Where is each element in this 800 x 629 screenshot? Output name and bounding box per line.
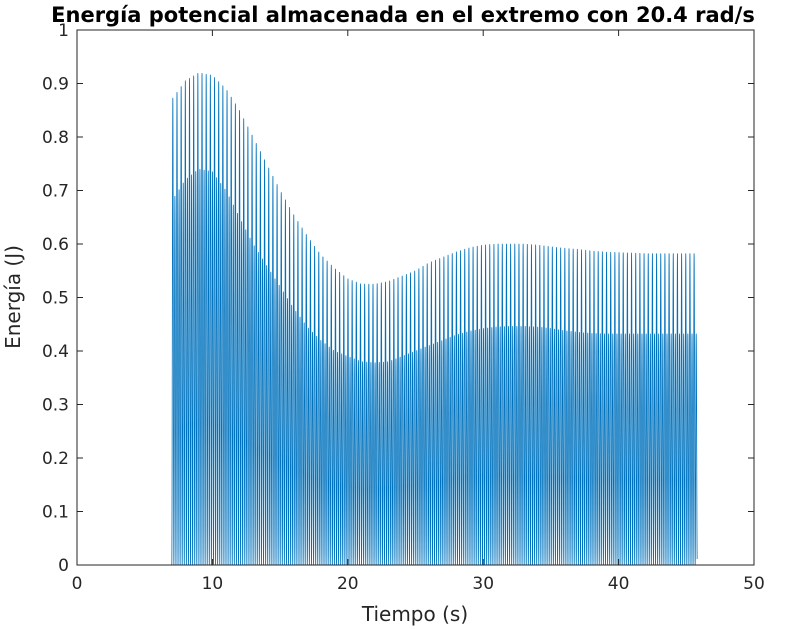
x-axis-label: Tiempo (s) — [361, 602, 468, 626]
x-tick-label: 50 — [743, 574, 765, 594]
y-axis-ticks: 0 0.1 0.2 0.3 0.4 0.5 0.6 0.7 0.8 0.9 1 — [42, 21, 754, 576]
x-tick-label: 0 — [72, 574, 83, 594]
x-tick-label: 40 — [608, 574, 630, 594]
plot-area — [76, 29, 755, 566]
y-tick-label: 0.8 — [42, 128, 69, 148]
y-tick-label: 0.7 — [42, 182, 69, 202]
x-tick-label: 10 — [202, 574, 224, 594]
y-tick-label: 0.6 — [42, 235, 69, 255]
y-tick-label: 0.3 — [42, 396, 69, 416]
y-tick-label: 0.1 — [42, 503, 69, 523]
y-tick-label: 0.4 — [42, 342, 69, 362]
y-tick-label: 0 — [58, 556, 69, 576]
y-axis-label: Energía (J) — [1, 245, 25, 349]
y-tick-label: 1 — [58, 21, 69, 41]
x-tick-label: 20 — [337, 574, 359, 594]
x-axis-ticks: 0 10 20 30 40 50 — [72, 30, 765, 594]
y-tick-label: 0.5 — [42, 289, 69, 309]
x-tick-label: 30 — [472, 574, 494, 594]
chart-title: Energía potencial almacenada en el extre… — [51, 3, 755, 27]
y-tick-label: 0.9 — [42, 75, 69, 95]
y-tick-label: 0.2 — [42, 449, 69, 469]
